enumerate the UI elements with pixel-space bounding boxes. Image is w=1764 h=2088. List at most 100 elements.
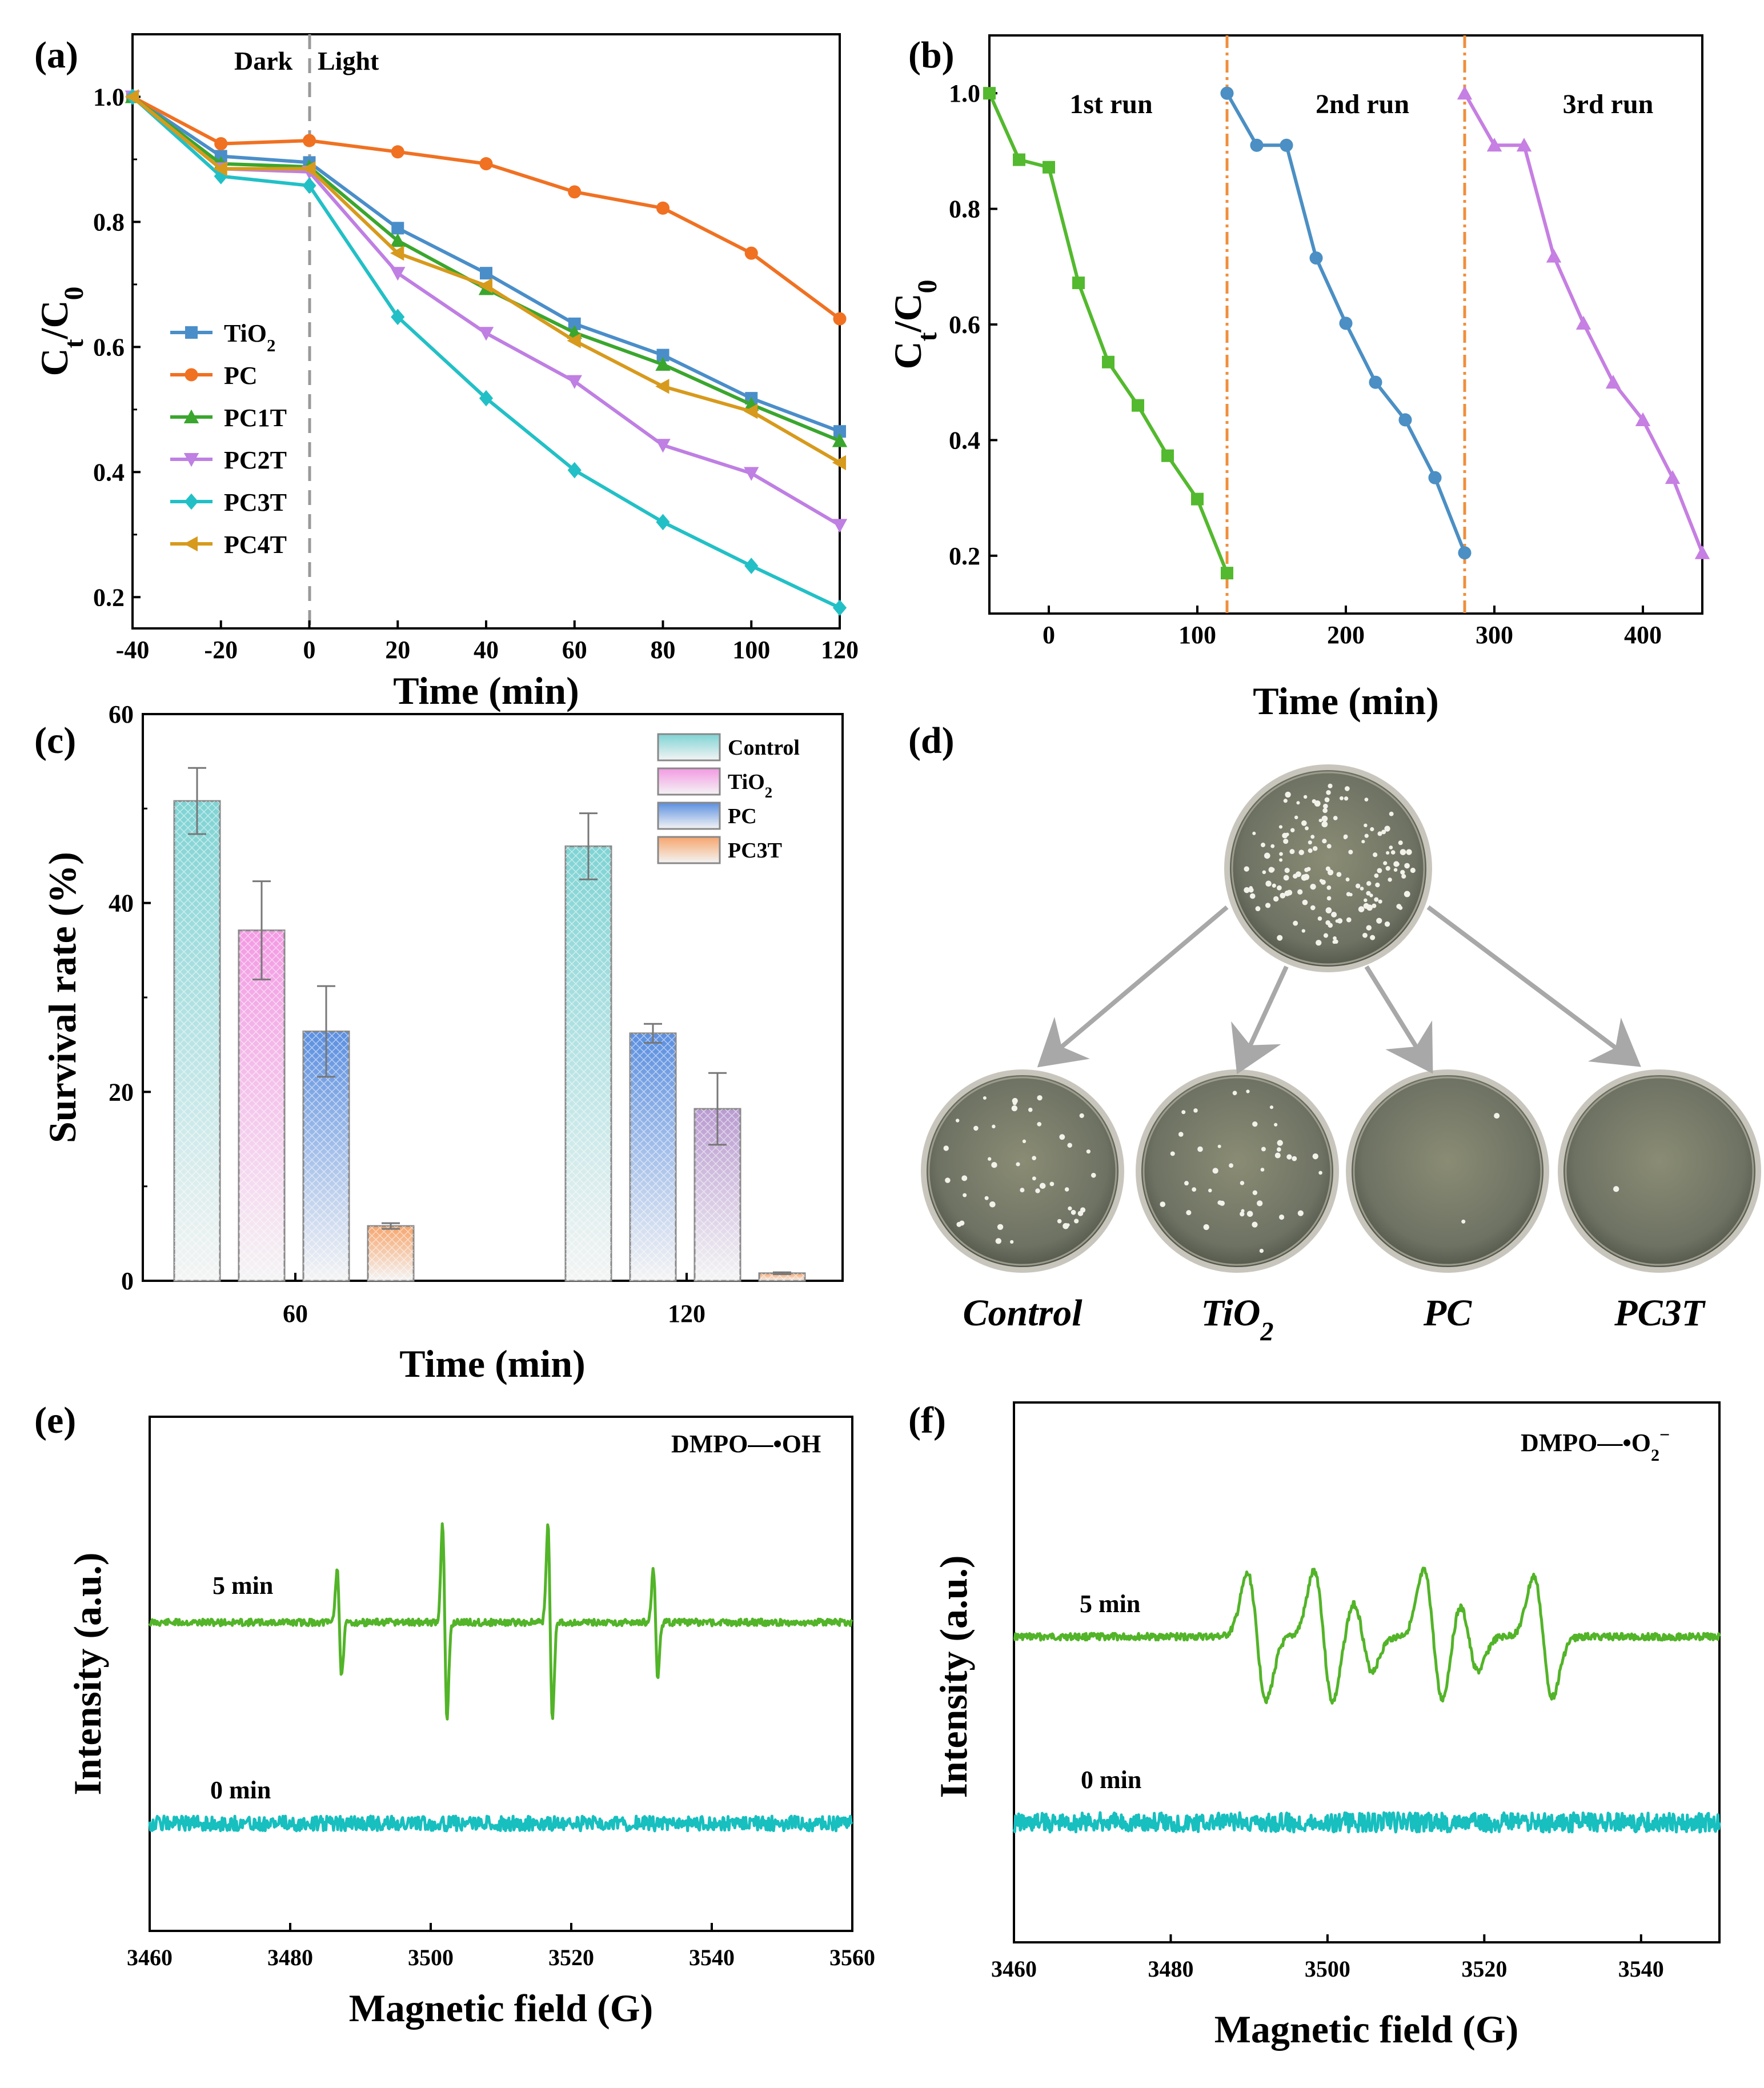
colony xyxy=(1389,845,1393,849)
colony xyxy=(1284,890,1290,896)
colony xyxy=(1301,820,1307,826)
a-legend-marker-TiO2 xyxy=(185,326,198,339)
a-point-PC2T xyxy=(478,327,494,341)
colony xyxy=(1186,1210,1192,1216)
colony xyxy=(1358,906,1365,912)
colony xyxy=(1260,1168,1265,1172)
colony xyxy=(1273,896,1279,902)
petri-arrow xyxy=(1426,905,1641,1067)
colony xyxy=(1332,912,1337,917)
colony xyxy=(1364,898,1368,903)
panel-c-bars xyxy=(173,767,806,1282)
colony xyxy=(1249,886,1253,890)
colony xyxy=(1284,867,1290,873)
colony xyxy=(1310,835,1315,839)
petri-dish-label-1-base: TiO xyxy=(1201,1292,1261,1334)
b-run-label: 2nd run xyxy=(1316,89,1409,119)
colony xyxy=(1252,1190,1258,1195)
panel-b-x-axis: 0 100 200 300 400 xyxy=(1043,606,1662,649)
colony xyxy=(1326,790,1331,795)
a-legend-label-PC1T: PC1T xyxy=(224,404,287,432)
b-run-label: 3rd run xyxy=(1563,89,1654,119)
colony xyxy=(1328,783,1333,788)
colony xyxy=(1294,815,1298,820)
panel-b-y-axis-title: Ct/C0 xyxy=(886,279,943,369)
colony xyxy=(1377,868,1382,873)
a-point-TiO2 xyxy=(656,348,669,362)
colony xyxy=(1361,840,1365,844)
panel-a-y-axis-title: Ct/C0 xyxy=(33,286,89,376)
colony xyxy=(1613,1186,1619,1192)
colony xyxy=(1355,883,1361,889)
c-y-tick-label: 20 xyxy=(109,1078,134,1106)
panel-e-y-axis-title: Intensity (a.u.) xyxy=(66,1552,109,1795)
colony xyxy=(1285,791,1291,798)
colony xyxy=(1280,892,1286,899)
colony xyxy=(1011,1105,1018,1112)
panel-e-label: (e) xyxy=(34,1400,76,1441)
b-x-tick-label: 0 xyxy=(1043,621,1055,649)
a-point-PC1T xyxy=(655,356,671,371)
colony xyxy=(1369,893,1373,897)
colony xyxy=(1322,808,1328,813)
colony xyxy=(1293,873,1298,879)
panel-b-cycling-chart: (b) 1st run 2nd run 3rd run 0 100 200 300 400 … xyxy=(886,34,1710,723)
b-point xyxy=(1635,412,1651,426)
colony xyxy=(1286,1154,1292,1160)
colony xyxy=(1364,823,1368,828)
colony xyxy=(1333,816,1338,820)
colony xyxy=(1283,799,1288,803)
colony xyxy=(1193,1108,1198,1113)
light-label: Light xyxy=(318,46,379,75)
b-y-tick-label: 0.6 xyxy=(949,311,980,339)
a-point-PC4T xyxy=(302,161,316,177)
colony xyxy=(1296,801,1300,805)
panel-a-degradation-chart: (a) Dark Light -40 -20 0 20 40 60 80 100 120 0.2… xyxy=(33,33,859,712)
colony xyxy=(1398,905,1403,910)
colony xyxy=(1277,1147,1281,1152)
colony xyxy=(1170,1151,1175,1156)
colony xyxy=(1384,825,1390,832)
a-x-tick-label: 40 xyxy=(474,636,499,664)
colony xyxy=(1178,1132,1184,1137)
c-legend-label-PC3T: PC3T xyxy=(728,839,782,863)
panel-e-plot-frame xyxy=(149,1416,853,1932)
colony xyxy=(1384,921,1390,927)
petri-dish-2-inner-rim xyxy=(1353,1076,1542,1266)
panel-e-traces xyxy=(148,1522,853,1833)
colony xyxy=(1293,920,1298,926)
petri-dish-0 xyxy=(921,1069,1124,1273)
b-point xyxy=(1280,138,1293,152)
colony xyxy=(1303,873,1310,880)
a-point-PC4T xyxy=(744,403,758,419)
a-legend-marker-PC3T xyxy=(184,493,199,510)
panel-a-y-axis: 0.2 0.4 0.6 0.8 1.0 xyxy=(93,83,141,611)
colony xyxy=(1064,1187,1069,1192)
panel-f-species-label-sup: − xyxy=(1659,1424,1670,1445)
colony xyxy=(1400,849,1406,855)
a-point-PC xyxy=(214,137,228,151)
petri-dish-label-1: TiO2 xyxy=(1201,1292,1274,1346)
panel-f-label: (f) xyxy=(908,1400,946,1441)
colony xyxy=(945,1177,951,1183)
e-x-tick-label: 3560 xyxy=(829,1945,875,1970)
colony xyxy=(1325,920,1330,925)
a-point-PC xyxy=(479,157,493,171)
colony xyxy=(1010,1240,1014,1244)
panel-f-traces xyxy=(1012,1566,1721,1834)
b-point xyxy=(1546,249,1562,263)
colony xyxy=(1290,828,1295,832)
panel-d-label: (d) xyxy=(908,720,955,762)
colony xyxy=(1283,839,1289,844)
a-legend-label-TiO2-sub: 2 xyxy=(267,336,275,355)
colony xyxy=(1057,1219,1062,1224)
colony xyxy=(1401,873,1406,879)
a-point-PC4T xyxy=(478,278,492,294)
colony xyxy=(1086,1149,1091,1154)
c-legend-swatch-TiO2 xyxy=(657,767,721,796)
b-point xyxy=(1191,492,1204,506)
a-point-PC3T xyxy=(832,599,847,616)
colony xyxy=(1184,1181,1189,1186)
colony xyxy=(1324,797,1330,803)
